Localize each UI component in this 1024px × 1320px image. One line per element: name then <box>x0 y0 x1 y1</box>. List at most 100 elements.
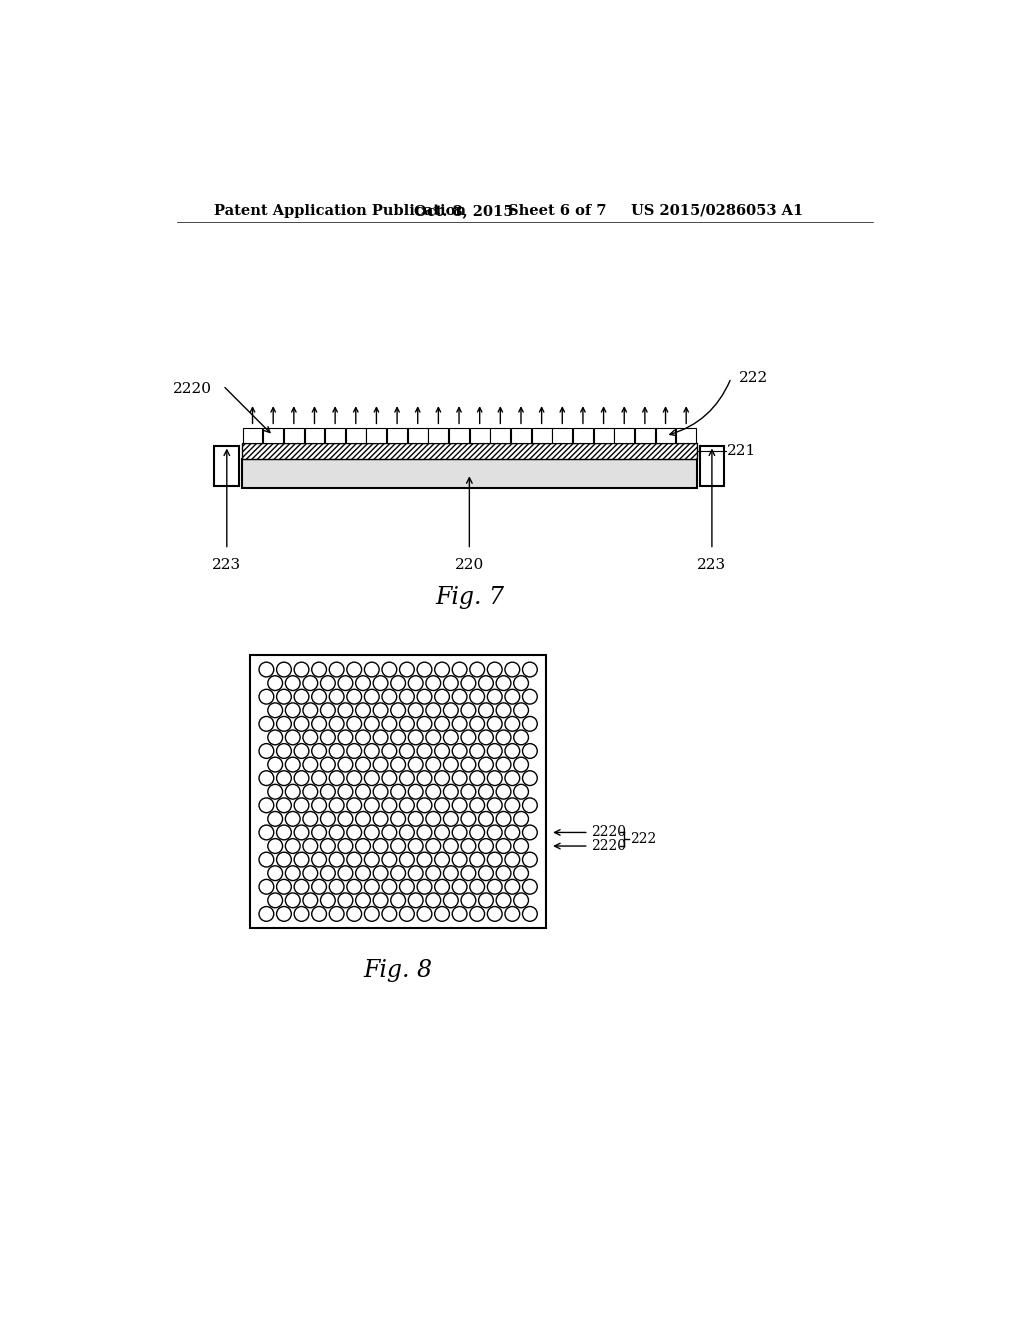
Circle shape <box>399 743 415 759</box>
Circle shape <box>505 717 520 731</box>
Circle shape <box>321 730 335 744</box>
Circle shape <box>514 784 528 799</box>
Circle shape <box>268 892 283 908</box>
Circle shape <box>311 853 327 867</box>
Circle shape <box>355 730 371 744</box>
Circle shape <box>303 676 317 690</box>
Circle shape <box>453 853 467 867</box>
Circle shape <box>330 743 344 759</box>
Circle shape <box>399 853 415 867</box>
Circle shape <box>417 879 432 894</box>
Circle shape <box>268 676 283 690</box>
Circle shape <box>487 907 502 921</box>
Circle shape <box>514 730 528 744</box>
Circle shape <box>391 812 406 826</box>
Circle shape <box>487 663 502 677</box>
Circle shape <box>373 676 388 690</box>
Circle shape <box>505 797 520 813</box>
Circle shape <box>497 866 511 880</box>
Circle shape <box>478 730 494 744</box>
Circle shape <box>276 879 292 894</box>
Circle shape <box>461 730 476 744</box>
Circle shape <box>497 676 511 690</box>
Circle shape <box>453 879 467 894</box>
Circle shape <box>409 784 423 799</box>
Circle shape <box>505 853 520 867</box>
Circle shape <box>470 797 484 813</box>
Circle shape <box>321 784 335 799</box>
Circle shape <box>338 812 353 826</box>
Circle shape <box>382 689 396 704</box>
Circle shape <box>391 676 406 690</box>
Circle shape <box>443 676 458 690</box>
Circle shape <box>268 812 283 826</box>
Circle shape <box>470 853 484 867</box>
Circle shape <box>470 743 484 759</box>
Circle shape <box>286 784 300 799</box>
Circle shape <box>330 771 344 785</box>
Circle shape <box>347 717 361 731</box>
Text: Fig. 7: Fig. 7 <box>435 586 504 609</box>
Circle shape <box>478 892 494 908</box>
Circle shape <box>426 866 440 880</box>
Circle shape <box>417 689 432 704</box>
Circle shape <box>338 838 353 854</box>
Circle shape <box>453 743 467 759</box>
Circle shape <box>347 663 361 677</box>
Circle shape <box>417 907 432 921</box>
Circle shape <box>478 866 494 880</box>
Text: 2220: 2220 <box>591 840 626 853</box>
Circle shape <box>330 689 344 704</box>
Circle shape <box>434 717 450 731</box>
Text: Patent Application Publication: Patent Application Publication <box>214 203 466 218</box>
Circle shape <box>330 879 344 894</box>
Circle shape <box>347 743 361 759</box>
Bar <box>676 428 696 444</box>
Circle shape <box>382 771 396 785</box>
Circle shape <box>347 879 361 894</box>
Circle shape <box>426 758 440 772</box>
Circle shape <box>276 853 292 867</box>
Circle shape <box>470 663 484 677</box>
Circle shape <box>453 771 467 785</box>
Circle shape <box>409 812 423 826</box>
Circle shape <box>303 702 317 718</box>
Circle shape <box>321 676 335 690</box>
Circle shape <box>303 866 317 880</box>
Bar <box>243 444 696 459</box>
Circle shape <box>461 784 476 799</box>
Bar <box>511 428 530 444</box>
Circle shape <box>268 784 283 799</box>
Circle shape <box>443 758 458 772</box>
Circle shape <box>522 797 538 813</box>
Circle shape <box>355 676 371 690</box>
Circle shape <box>365 743 379 759</box>
Circle shape <box>311 689 327 704</box>
Bar <box>655 428 676 444</box>
Circle shape <box>497 784 511 799</box>
Circle shape <box>453 663 467 677</box>
Circle shape <box>505 907 520 921</box>
Circle shape <box>373 784 388 799</box>
Circle shape <box>505 689 520 704</box>
Circle shape <box>259 743 273 759</box>
Circle shape <box>461 838 476 854</box>
Circle shape <box>443 892 458 908</box>
Circle shape <box>330 797 344 813</box>
Circle shape <box>434 797 450 813</box>
Circle shape <box>355 812 371 826</box>
Bar <box>450 428 469 444</box>
Circle shape <box>426 784 440 799</box>
Circle shape <box>434 663 450 677</box>
Circle shape <box>365 797 379 813</box>
Circle shape <box>409 730 423 744</box>
Circle shape <box>426 812 440 826</box>
Circle shape <box>514 758 528 772</box>
Circle shape <box>461 702 476 718</box>
Bar <box>304 428 325 444</box>
Circle shape <box>294 771 309 785</box>
Circle shape <box>487 825 502 840</box>
Circle shape <box>522 743 538 759</box>
Circle shape <box>276 825 292 840</box>
Circle shape <box>409 838 423 854</box>
